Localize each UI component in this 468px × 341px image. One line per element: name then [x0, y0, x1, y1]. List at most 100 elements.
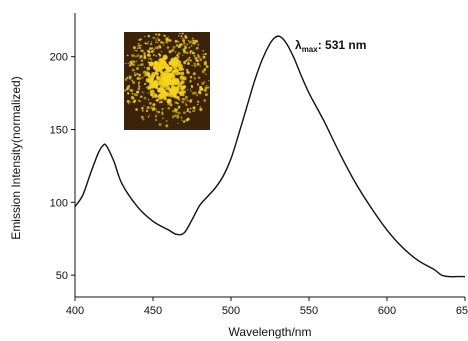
micrograph-particle [150, 93, 154, 97]
micrograph-particle [165, 124, 169, 128]
micrograph-particle [186, 88, 189, 91]
micrograph-particle [128, 76, 132, 80]
micrograph-particle [155, 119, 158, 121]
x-tick-label: 500 [222, 305, 240, 317]
micrograph-particle [195, 57, 198, 59]
micrograph-particle [138, 38, 141, 42]
micrograph-particle [137, 99, 140, 102]
micrograph-particle [159, 70, 163, 74]
micrograph-particle [137, 64, 140, 66]
micrograph-particle [188, 46, 191, 49]
micrograph-particle [133, 63, 136, 66]
lambda-max-annotation: λmax: 531 nm [295, 38, 366, 54]
micrograph-particle [184, 102, 187, 104]
x-tick-label: 650 [456, 305, 468, 317]
micrograph-particle [181, 100, 184, 103]
micrograph-particle [147, 115, 150, 118]
micrograph-particle [207, 86, 210, 89]
micrograph-particle [149, 47, 152, 50]
micrograph-particle [148, 61, 154, 67]
micrograph-particle [126, 76, 129, 79]
micrograph-particle [167, 106, 171, 110]
y-tick-label: 100 [50, 197, 68, 209]
micrograph-particle [166, 93, 171, 97]
micrograph-particle [178, 99, 181, 101]
micrograph-particle [154, 94, 158, 98]
micrograph-particle [153, 61, 160, 67]
micrograph-particle [149, 57, 152, 60]
micrograph-particle [174, 114, 177, 117]
micrograph-particle [147, 92, 149, 94]
micrograph-particle [147, 34, 151, 38]
micrograph-particle [185, 118, 189, 122]
micrograph-particle [163, 44, 165, 47]
micrograph-particle [127, 62, 130, 65]
micrograph-particle [191, 39, 194, 42]
micrograph-particle [181, 67, 185, 71]
micrograph-particle [129, 88, 133, 92]
micrograph-particle [126, 86, 130, 90]
micrograph-particle [197, 43, 200, 46]
micrograph-particle [140, 95, 143, 98]
micrograph-particle [162, 85, 166, 89]
micrograph-particle [204, 86, 208, 90]
micrograph-particle [189, 49, 193, 53]
micrograph-particle [193, 91, 197, 95]
micrograph-particle [193, 62, 197, 66]
lambda-symbol: λ [295, 38, 302, 52]
micrograph-particle [163, 63, 169, 69]
micrograph-particle [147, 98, 150, 101]
micrograph-particle [171, 115, 175, 119]
y-tick-label: 150 [50, 125, 68, 137]
micrograph-particle [140, 44, 142, 47]
micrograph-particle [137, 84, 140, 87]
micrograph-particle [135, 108, 137, 111]
micrograph-particle [165, 73, 169, 78]
micrograph-particle [195, 58, 199, 62]
micrograph-particle [196, 100, 200, 103]
micrograph-particle [132, 100, 136, 104]
micrograph-particle [203, 68, 207, 71]
micrograph-particle [189, 52, 192, 55]
micrograph-particle [180, 71, 185, 76]
micrograph-particle [161, 113, 164, 116]
micrograph-particle [143, 52, 146, 55]
micrograph-particle [141, 109, 144, 112]
micrograph-particle [178, 92, 182, 95]
micrograph-particle [147, 61, 150, 64]
micrograph-particle [184, 60, 186, 62]
micrograph-particle [181, 37, 184, 40]
micrograph-particle [138, 77, 142, 80]
micrograph-particle [165, 85, 171, 91]
micrograph-particle [150, 49, 154, 53]
micrograph-particle [141, 115, 144, 119]
fluorescence-micrograph-inset [124, 32, 210, 130]
x-tick-label: 450 [144, 305, 162, 317]
micrograph-particle [194, 39, 199, 43]
micrograph-particle [150, 106, 153, 109]
micrograph-particle [124, 78, 128, 81]
micrograph-particle [202, 55, 206, 59]
micrograph-particle [141, 107, 144, 110]
micrograph-particle [184, 34, 187, 38]
micrograph-particle [133, 73, 137, 77]
micrograph-particle [139, 63, 143, 67]
micrograph-particle [135, 49, 138, 52]
micrograph-particle [199, 107, 203, 112]
micrograph-particle [178, 32, 181, 35]
micrograph-particle [156, 75, 161, 81]
micrograph-particle [183, 120, 186, 123]
micrograph-particle [131, 53, 135, 58]
micrograph-particle [177, 40, 180, 43]
micrograph-particle [168, 66, 173, 71]
micrograph-particle [203, 62, 207, 66]
micrograph-particle [148, 58, 150, 60]
micrograph-particle [200, 87, 204, 91]
micrograph-particle [143, 96, 147, 100]
micrograph-particle [171, 48, 175, 52]
micrograph-particle [189, 88, 192, 90]
micrograph-particle [127, 102, 130, 105]
micrograph-particle [133, 60, 136, 63]
micrograph-particle [162, 94, 167, 99]
micrograph-particle [147, 41, 149, 43]
